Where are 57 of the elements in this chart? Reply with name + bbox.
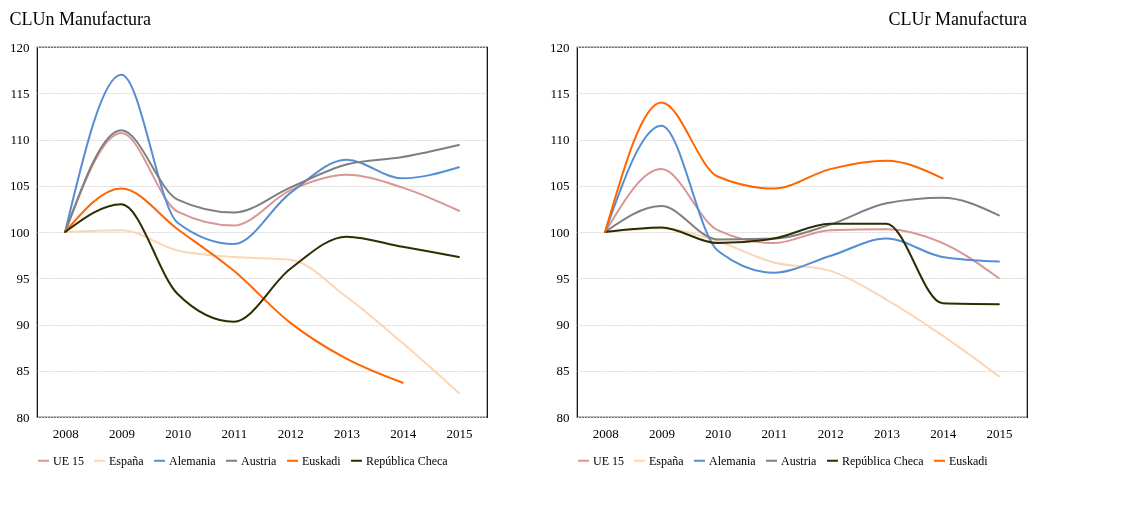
x-tick-label: 2013 <box>333 425 360 441</box>
x-tick-label: 2014 <box>930 425 957 441</box>
x-tick-label: 2009 <box>108 425 135 441</box>
legend-label: Austria <box>781 453 817 468</box>
legend-label: República Checa <box>842 453 925 468</box>
line-series <box>64 73 460 246</box>
x-tick-label: 2015 <box>446 425 473 441</box>
line-series <box>604 101 944 233</box>
y-tick-label: 110 <box>10 132 30 147</box>
line-series <box>604 196 1000 241</box>
x-tick-label: 2010 <box>165 425 192 441</box>
y-tick-label: 100 <box>550 224 570 240</box>
y-tick-label: 120 <box>10 39 30 55</box>
legend-label: Euskadi <box>302 453 342 468</box>
x-tick-label: 2012 <box>277 425 304 441</box>
legend-label: España <box>109 453 145 468</box>
line-series <box>604 124 1000 274</box>
y-tick-label: 110 <box>550 132 570 147</box>
y-tick-label: 105 <box>10 178 30 194</box>
x-tick-label: 2015 <box>986 425 1013 441</box>
y-tick-label: 105 <box>550 178 570 194</box>
x-tick-label: 2008 <box>52 425 79 441</box>
y-tick-label: 120 <box>550 39 570 55</box>
x-tick-label: 2014 <box>390 425 417 441</box>
x-tick-label: 2013 <box>873 425 900 441</box>
y-tick-label: 115 <box>550 85 570 101</box>
x-tick-label: 2008 <box>592 425 619 441</box>
y-tick-label: 95 <box>16 270 30 286</box>
x-tick-label: 2009 <box>648 425 675 441</box>
line-series <box>64 203 460 323</box>
line-series <box>64 229 460 394</box>
y-tick-label: 90 <box>556 317 570 332</box>
x-tick-label: 2010 <box>705 425 732 441</box>
line-series <box>64 187 404 384</box>
y-tick-label: 85 <box>16 363 30 379</box>
legend-label: Euskadi <box>949 453 989 468</box>
y-tick-label: 90 <box>16 317 30 332</box>
x-tick-label: 2011 <box>761 425 788 441</box>
line-series <box>604 168 1000 280</box>
legend-label: República Checa <box>366 453 449 468</box>
line-series <box>604 222 1000 306</box>
legend-label: Austria <box>241 453 277 468</box>
legend-label: UE 15 <box>593 453 624 468</box>
legend-label: UE 15 <box>53 453 84 468</box>
chart-title: CLUn Manufactura <box>9 9 151 29</box>
y-tick-label: 80 <box>556 409 570 425</box>
x-tick-label: 2012 <box>817 425 844 441</box>
y-tick-label: 95 <box>556 270 570 286</box>
chart-title: CLUr Manufactura <box>888 9 1027 29</box>
y-tick-label: 100 <box>10 224 30 240</box>
y-tick-label: 85 <box>556 363 570 379</box>
y-tick-label: 80 <box>16 409 30 425</box>
legend-label: Alemania <box>709 453 757 468</box>
y-tick-label: 115 <box>10 85 30 101</box>
legend-label: España <box>649 453 685 468</box>
x-tick-label: 2011 <box>221 425 248 441</box>
legend-label: Alemania <box>169 453 217 468</box>
